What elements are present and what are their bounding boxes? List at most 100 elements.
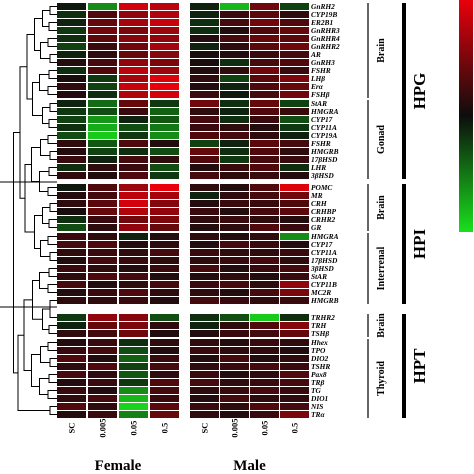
- gene-label-lh: LHβ: [310, 74, 325, 83]
- cell-hpi-mc2r-1: [88, 289, 117, 296]
- cell-hpi-hmgrb-3: [150, 297, 179, 304]
- cell-hpi-hmgra-6: [250, 233, 279, 240]
- heatmap-cells: [57, 3, 309, 418]
- cell-hpg-er2b1-2: [119, 19, 148, 26]
- cell-hpg-hmgra-6: [250, 108, 279, 115]
- cell-hpg-star-0: [57, 100, 86, 107]
- cell-hpg-cyp17-4: [190, 116, 219, 123]
- cell-hpi-crh-7: [280, 200, 309, 207]
- cell-hpt-tshr-5: [220, 363, 249, 370]
- cell-hpt-nis-6: [250, 403, 279, 410]
- dendrogram-branch: [40, 42, 50, 59]
- cell-hpt-tpo-0: [57, 347, 86, 354]
- cell-hpi-crh-3: [150, 200, 179, 207]
- cell-hpg-cyp17-5: [220, 116, 249, 123]
- cell-hpi-hmgra-3: [150, 233, 179, 240]
- cell-hpg-gnrh2-4: [190, 3, 219, 10]
- cell-hpg-gnrhr2-7: [280, 43, 309, 50]
- cell-hpg-lhr-6: [250, 164, 279, 171]
- cell-hpg-fshr-0: [57, 140, 86, 147]
- cell-hpt-tshr-2: [119, 363, 148, 370]
- cell-hpg-17-hsd-4: [190, 156, 219, 163]
- cell-hpi-3-hsd-7: [280, 265, 309, 272]
- cell-hpt-tr-2: [119, 411, 148, 418]
- cell-hpt-tshr-6: [250, 363, 279, 370]
- cell-hpg-fsh-3: [150, 91, 179, 98]
- cell-hpt-tshr-4: [190, 363, 219, 370]
- dendrogram-branch: [40, 139, 50, 156]
- cell-hpt-dio1-0: [57, 395, 86, 402]
- cell-hpt-pax8-2: [119, 371, 148, 378]
- cell-hpg-cyp19a-1: [88, 132, 117, 139]
- cell-hpi-mc2r-2: [119, 289, 148, 296]
- cell-hpi-crhbp-0: [57, 208, 86, 215]
- cell-hpi-cyp11b-2: [119, 281, 148, 288]
- cell-hpg-fshr-2: [119, 67, 148, 74]
- system-bar-hpi: [402, 184, 406, 304]
- gene-label-dio1: DIO1: [310, 394, 328, 403]
- gene-label-tr: TRβ: [311, 378, 324, 387]
- cell-hpg-fshr-1: [88, 140, 117, 147]
- cell-hpg-fshr-0: [57, 67, 86, 74]
- dendrogram-branch: [48, 219, 57, 228]
- cell-hpt-tpo-6: [250, 347, 279, 354]
- cell-hpi-3-hsd-4: [190, 265, 219, 272]
- gene-label-cyp11a: CYP11A: [311, 248, 337, 257]
- gene-label-3-hsd: 3βHSD: [310, 171, 334, 180]
- cell-hpi-hmgrb-4: [190, 297, 219, 304]
- cell-hpi-mc2r-4: [190, 289, 219, 296]
- cell-hpi-crhbp-1: [88, 208, 117, 215]
- cell-hpi-pomc-5: [220, 184, 249, 191]
- cell-hpi-3-hsd-0: [57, 265, 86, 272]
- gene-label-hmgra: HMGRA: [310, 232, 339, 241]
- cell-hpg-cyp11a-6: [250, 124, 279, 131]
- cell-hpt-nis-4: [190, 403, 219, 410]
- cell-hpt-trh-0: [57, 322, 86, 329]
- dendrogram-branch: [48, 374, 57, 383]
- cell-hpg-cyp11a-3: [150, 124, 179, 131]
- cell-hpg-hmgra-7: [280, 108, 309, 115]
- gene-label-crhr2: CRHR2: [311, 215, 336, 224]
- cell-hpi-cyp11a-6: [250, 249, 279, 256]
- tissue-brackets: Brain Gonad HPG Brain Interrenal HPI Brain Thyr…: [367, 3, 429, 418]
- cell-hpi-crhbp-7: [280, 208, 309, 215]
- cell-hpg-gnrh2-2: [119, 3, 148, 10]
- gene-label-gnrhr2: GnRHR2: [311, 42, 340, 51]
- tissue-label-brain: Brain: [376, 313, 387, 338]
- gene-label-trhr2: TRHR2: [311, 313, 335, 322]
- cell-hpi-gr-0: [57, 224, 86, 231]
- cell-hpg-gnrhr3-4: [190, 27, 219, 34]
- cell-hpi-crh-2: [119, 200, 148, 207]
- dendrogram: [0, 6, 57, 415]
- system-bar-hpg: [402, 3, 406, 179]
- cell-hpg-fsh-0: [57, 91, 86, 98]
- cell-hpt-tshr-3: [150, 363, 179, 370]
- cell-hpt-hhex-5: [220, 339, 249, 346]
- cell-hpg-hmgra-2: [119, 108, 148, 115]
- cell-hpi-hmgra-5: [220, 233, 249, 240]
- cell-hpi-crhr2-3: [150, 216, 179, 223]
- tissue-label-brain: Brain: [376, 195, 387, 220]
- cell-hpt-tr-7: [280, 379, 309, 386]
- dendrogram-branch: [49, 252, 57, 261]
- gene-label-gnrhr3: GnRHR3: [311, 26, 340, 35]
- cell-hpg-17-hsd-6: [250, 156, 279, 163]
- cell-hpt-tshr-7: [280, 363, 309, 370]
- cell-hpg-3-hsd-5: [220, 172, 249, 179]
- gene-label-tshr: TSHR: [311, 362, 330, 371]
- gene-label-pax8: Pax8: [311, 370, 327, 379]
- cell-hpi-crh-1: [88, 200, 117, 207]
- cell-hpg-lh-4: [190, 75, 219, 82]
- cell-hpg-er-3: [150, 83, 179, 90]
- cell-hpt-trh-3: [150, 322, 179, 329]
- cell-hpg-gnrhr3-5: [220, 27, 249, 34]
- cell-hpg-star-1: [88, 100, 117, 107]
- cell-hpi-gr-4: [190, 224, 219, 231]
- cell-hpt-trhr2-2: [119, 314, 148, 321]
- cell-hpg-gnrh3-5: [220, 59, 249, 66]
- cell-hpi-crh-0: [57, 200, 86, 207]
- cell-hpi-17-hsd-5: [220, 257, 249, 264]
- cell-hpt-dio2-3: [150, 355, 179, 362]
- cell-hpi-mc2r-7: [280, 289, 309, 296]
- cell-hpg-er-4: [190, 83, 219, 90]
